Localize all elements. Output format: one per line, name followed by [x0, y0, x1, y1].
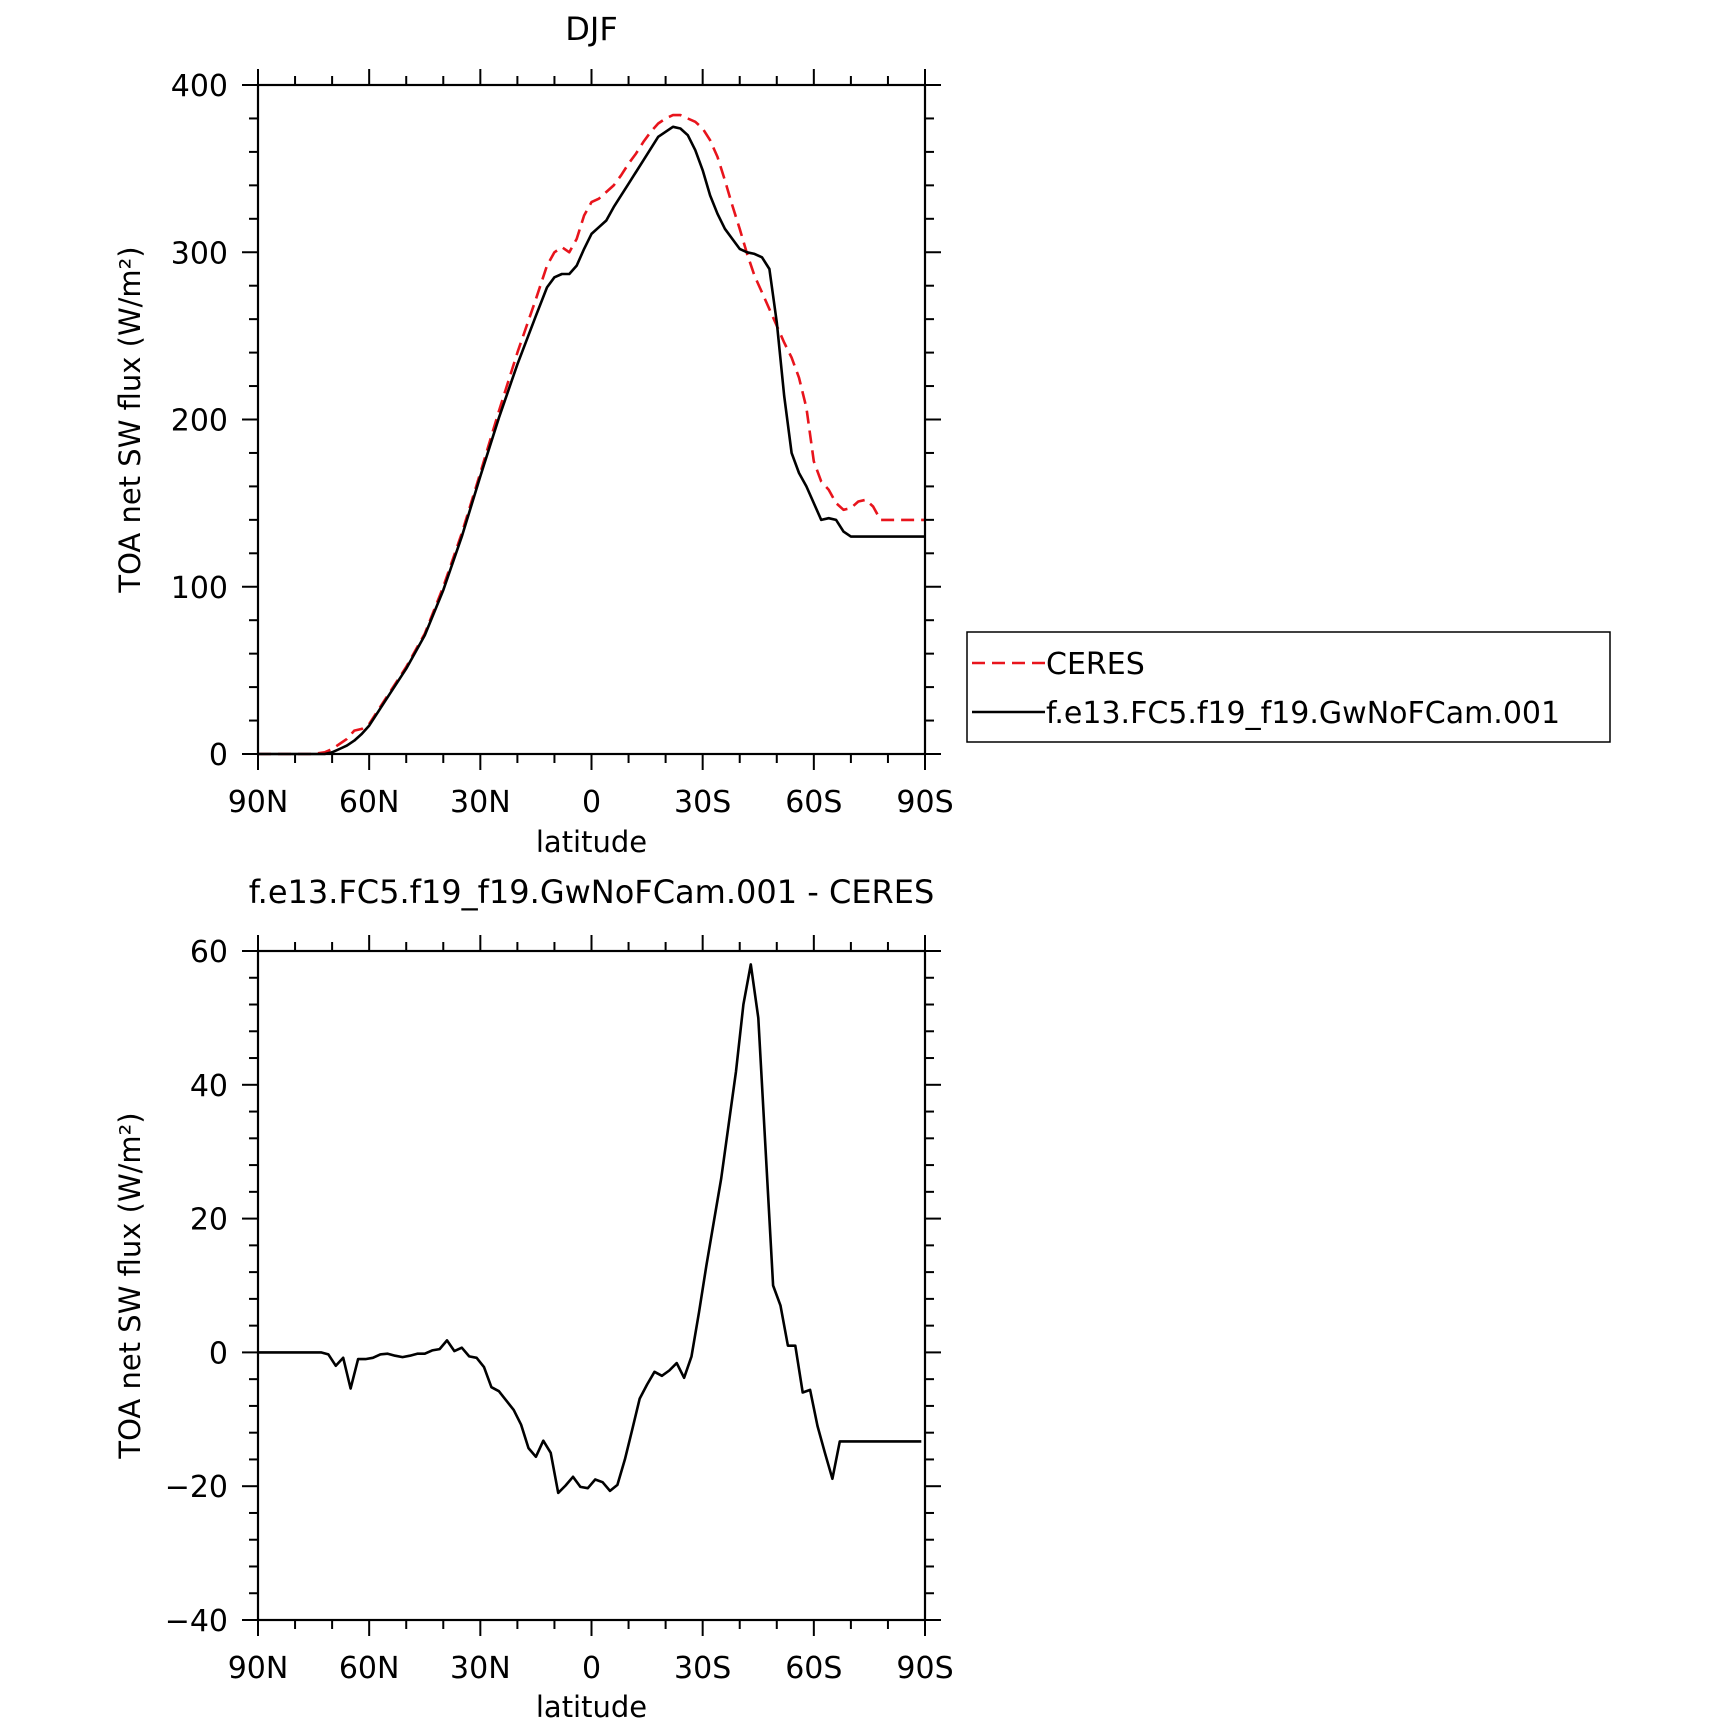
- series-line-0: [258, 963, 922, 1495]
- y-tick-label: 400: [171, 69, 228, 104]
- y-tick-label: 0: [209, 1336, 228, 1371]
- y-tick-label: 0: [209, 738, 228, 773]
- x-tick-label: 60S: [785, 1651, 842, 1686]
- y-tick-label: 60: [190, 935, 228, 970]
- top-x-axis-label: latitude: [536, 825, 647, 859]
- y-tick-label: −20: [165, 1470, 228, 1505]
- x-tick-label: 90S: [896, 1651, 953, 1686]
- top-axes: 90N 60N 30N 0 30S 60S 90S 0 100 200 300 400: [171, 69, 954, 820]
- plot-frame: [256, 949, 927, 1622]
- x-tick-label: 90S: [896, 785, 953, 820]
- bottom-y-axis-label: TOA net SW flux (W/m²): [113, 1112, 147, 1459]
- y-tick-label: −40: [165, 1604, 228, 1639]
- top-y-axis-label: TOA net SW flux (W/m²): [113, 246, 147, 593]
- y-tick-label: 200: [171, 404, 228, 439]
- x-tick-label: 60S: [785, 785, 842, 820]
- legend: CERES f.e13.FC5.f19_f19.GwNoFCam.001: [966, 631, 1611, 743]
- x-tick-label: 0: [582, 785, 601, 820]
- y-tick-label: 40: [190, 1069, 228, 1104]
- bottom-chart-title: f.e13.FC5.f19_f19.GwNoFCam.001 - CERES: [249, 873, 935, 911]
- x-tick-label: 60N: [339, 785, 400, 820]
- plot-frame: [256, 83, 927, 756]
- top-panel: DJF 90N 60N 30N 0 30S 60S 90S 0 100 200 300 400 lat…: [113, 10, 954, 859]
- y-tick-label: 20: [190, 1203, 228, 1238]
- bottom-panel: f.e13.FC5.f19_f19.GwNoFCam.001 - CERES 9…: [113, 873, 954, 1723]
- bottom-x-axis-label: latitude: [536, 1690, 647, 1723]
- x-tick-label: 90N: [228, 1651, 289, 1686]
- x-tick-label: 30N: [450, 785, 511, 820]
- x-tick-label: 60N: [339, 1651, 400, 1686]
- x-tick-label: 30S: [674, 1651, 731, 1686]
- bottom-axes: 90N 60N 30N 0 30S 60S 90S −40 −20 0 20 40 60: [165, 935, 954, 1686]
- x-tick-label: 30S: [674, 785, 731, 820]
- legend-box: [966, 631, 1611, 743]
- series-line-1: [258, 125, 925, 756]
- x-tick-label: 0: [582, 1651, 601, 1686]
- y-tick-label: 300: [171, 236, 228, 271]
- top-chart-title: DJF: [565, 10, 617, 48]
- bottom-series-group: [258, 963, 922, 1495]
- y-tick-label: 100: [171, 571, 228, 606]
- top-series-group: [258, 113, 925, 756]
- legend-ceres-label: CERES: [1046, 647, 1145, 682]
- legend-model-label: f.e13.FC5.f19_f19.GwNoFCam.001: [1046, 696, 1560, 731]
- x-tick-label: 90N: [228, 785, 289, 820]
- series-line-0: [258, 113, 925, 756]
- x-tick-label: 30N: [450, 1651, 511, 1686]
